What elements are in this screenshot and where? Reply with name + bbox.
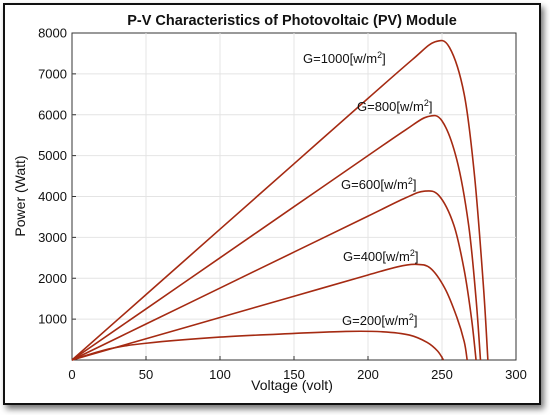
y-tick-label: 8000 [38,26,67,41]
series-label-5: G=200[w/m2] [342,312,417,328]
series-label-superscript: 2 [424,98,429,108]
x-axis-label: Voltage (volt) [251,377,333,393]
series-label-4: G=400[w/m2] [343,248,418,264]
series-label-text: G=800[w/m [357,99,424,114]
series-label-text: G=1000[w/m [303,51,377,66]
x-tick-label: 250 [431,367,453,382]
series-label-3: G=600[w/m2] [341,176,416,192]
series-label-close: ] [413,177,417,192]
y-tick-label: 1000 [38,312,67,327]
y-tick-label: 4000 [38,189,67,204]
series-label-close: ] [414,313,418,328]
x-tick-label: 50 [139,367,153,382]
curve-labels: G=1000[w/m2]G=800[w/m2]G=600[w/m2]G=400[… [303,50,432,328]
y-axis-label: Power (Watt) [12,155,28,236]
series-line-3 [71,190,477,361]
x-tick-label: 0 [68,367,75,382]
series-label-close: ] [382,51,386,66]
x-tick-label: 300 [505,367,527,382]
grid-lines [72,33,516,360]
y-tick-label: 5000 [38,148,67,163]
series-label-close: ] [429,99,433,114]
series-label-text: G=200[w/m [342,313,409,328]
x-tick-label: 150 [283,367,305,382]
series-label-superscript: 2 [408,176,413,186]
series-label-superscript: 2 [377,50,382,60]
series-line-2 [71,114,482,361]
x-tick-label: 200 [357,367,379,382]
y-tick-label: 2000 [38,271,67,286]
series-label-superscript: 2 [409,312,414,322]
series-label-2: G=800[w/m2] [357,98,432,114]
series-label-text: G=400[w/m [343,249,410,264]
series-label-1: G=1000[w/m2] [303,50,386,66]
series-layer [71,39,489,361]
series-line-4 [71,263,468,361]
series-label-superscript: 2 [410,248,415,258]
y-tick-label: 7000 [38,66,67,81]
series-line-5 [71,330,445,361]
series-line-1 [71,39,489,361]
y-tick-label: 6000 [38,107,67,122]
axis-ticks: 0 50 100 150 200 250 300 1000 2000 3000 4000 5000 60… [38,26,527,383]
series-label-text: G=600[w/m [341,177,408,192]
series-label-close: ] [415,249,419,264]
y-tick-label: 3000 [38,230,67,245]
chart-title: P-V Characteristics of Photovoltaic (PV)… [127,13,457,29]
x-tick-label: 100 [209,367,231,382]
